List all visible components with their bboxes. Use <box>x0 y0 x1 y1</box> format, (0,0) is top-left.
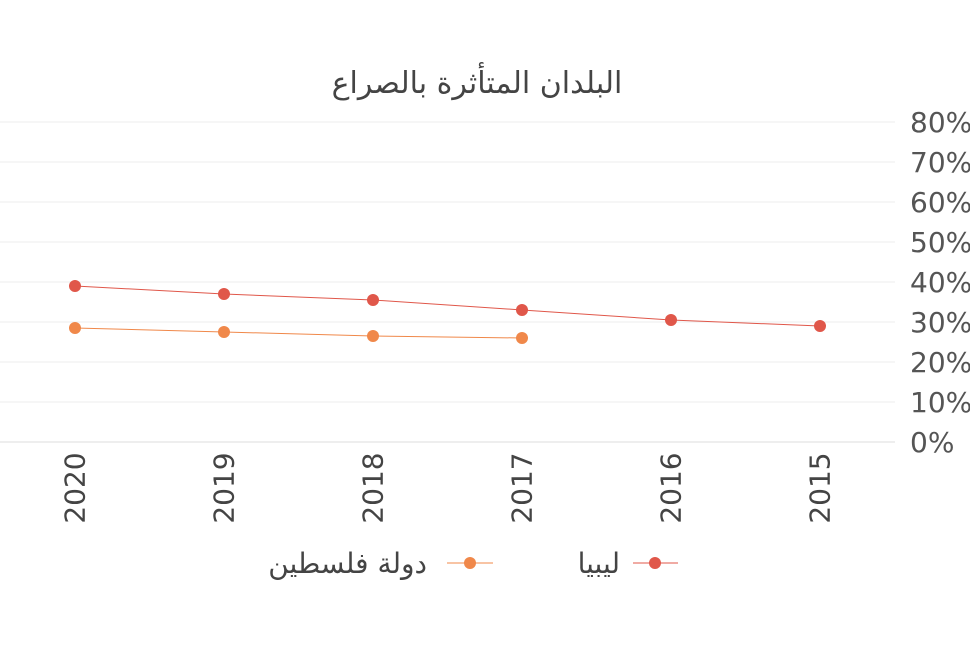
x-axis-ticks: 2020 2019 2018 2017 2016 2015 <box>59 452 837 523</box>
series-layer <box>69 280 826 344</box>
x-tick-label: 2015 <box>804 452 837 523</box>
y-tick-label: 40% <box>910 266 970 299</box>
legend-label: ليبيا <box>578 547 620 580</box>
series-1 <box>69 322 528 344</box>
legend-marker <box>464 557 476 569</box>
data-point <box>516 332 528 344</box>
series-line <box>74 285 821 327</box>
y-tick-label: 10% <box>910 386 970 419</box>
data-point <box>218 288 230 300</box>
data-point <box>814 320 826 332</box>
series-0 <box>69 280 826 332</box>
legend-label: دولة فلسطين <box>268 547 427 580</box>
x-tick-label: 2017 <box>506 452 539 523</box>
legend-item: دولة فلسطين <box>268 547 493 580</box>
data-point <box>367 330 379 342</box>
data-point <box>367 294 379 306</box>
data-point <box>69 322 81 334</box>
y-tick-label: 0% <box>910 426 954 459</box>
y-tick-label: 60% <box>910 186 970 219</box>
y-tick-label: 20% <box>910 346 970 379</box>
data-point <box>69 280 81 292</box>
y-tick-label: 70% <box>910 146 970 179</box>
y-axis-ticks: 0% 10% 20% 30% 40% 50% 60% 70% 80% <box>910 106 970 459</box>
x-tick-label: 2020 <box>59 452 92 523</box>
legend-item: ليبيا <box>578 547 678 580</box>
series-line <box>74 327 523 339</box>
y-tick-label: 50% <box>910 226 970 259</box>
y-tick-label: 30% <box>910 306 970 339</box>
x-tick-label: 2019 <box>208 452 241 523</box>
y-tick-label: 80% <box>910 106 970 139</box>
data-point <box>665 314 677 326</box>
data-point <box>218 326 230 338</box>
x-tick-label: 2018 <box>357 452 390 523</box>
legend: ليبيا دولة فلسطين <box>268 547 678 580</box>
x-tick-label: 2016 <box>655 452 688 523</box>
data-point <box>516 304 528 316</box>
gridlines <box>0 121 895 443</box>
legend-marker <box>649 557 661 569</box>
chart-title: البلدان المتأثرة بالصراع <box>332 61 623 101</box>
